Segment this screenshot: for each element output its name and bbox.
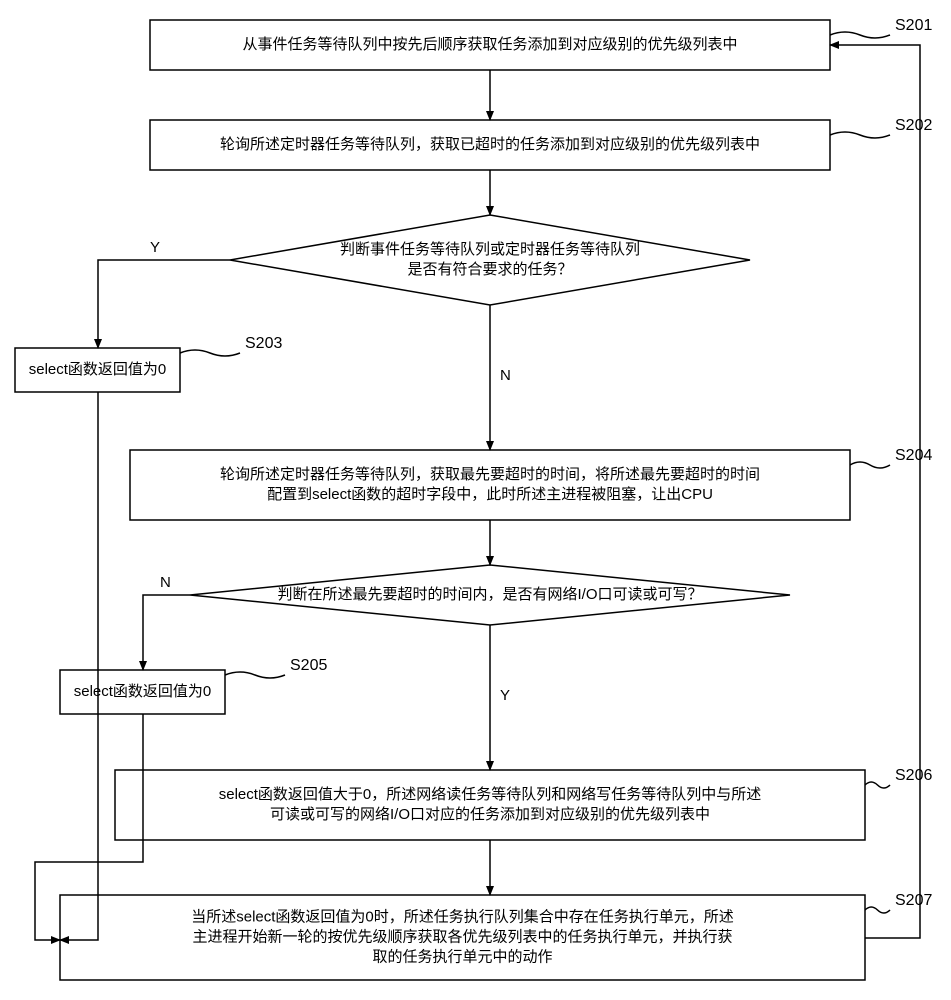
label-connector-s202	[830, 132, 890, 138]
branch-label-d2_n: N	[160, 574, 171, 591]
step-text-s204-1: 配置到select函数的超时字段中，此时所述主进程被阻塞，让出CPU	[267, 485, 713, 503]
step-label-s203: S203	[245, 335, 282, 352]
step-text-s207-1: 主进程开始新一轮的按优先级顺序获取各优先级列表中的任务执行单元，并执行获	[192, 928, 732, 945]
label-connector-s205	[225, 672, 285, 678]
step-label-s205: S205	[290, 657, 327, 674]
branch-label-d1_y: Y	[150, 239, 160, 256]
label-connector-s201	[830, 32, 890, 38]
arrow-a7_s203	[60, 392, 98, 940]
step-label-s201: S201	[895, 17, 932, 34]
step-text-s207-0: 当所述select函数返回值为0时，所述任务执行队列集合中存在任务执行单元，所述	[191, 908, 734, 925]
step-text-s201-0: 从事件任务等待队列中按先后顺序获取任务添加到对应级别的优先级列表中	[242, 35, 737, 53]
arrow-a5_n	[143, 595, 190, 670]
arrow-a3_y	[98, 260, 230, 348]
label-connector-s204	[850, 462, 890, 468]
step-label-s202: S202	[895, 117, 932, 134]
label-connector-s203	[180, 350, 240, 356]
branch-label-d2_y: Y	[500, 687, 510, 704]
step-text-s203-0: select函数返回值为0	[29, 361, 167, 378]
step-label-s207: S207	[895, 892, 932, 909]
step-text-d2-0: 判断在所述最先要超时的时间内，是否有网络I/O口可读或可写？	[277, 586, 702, 603]
step-text-s206-1: 可读或可写的网络I/O口对应的任务添加到对应级别的优先级列表中	[270, 805, 710, 823]
step-label-s206: S206	[895, 767, 932, 784]
step-text-s204-0: 轮询所述定时器任务等待队列，获取最先要超时的时间，将所述最先要超时的时间	[220, 465, 760, 483]
step-text-s205-0: select函数返回值为0	[74, 683, 212, 700]
step-text-s202-0: 轮询所述定时器任务等待队列，获取已超时的任务添加到对应级别的优先级列表中	[220, 135, 760, 153]
label-connector-s207	[865, 907, 890, 913]
flowchart-svg: 从事件任务等待队列中按先后顺序获取任务添加到对应级别的优先级列表中轮询所述定时器…	[0, 0, 951, 1000]
step-text-s207-2: 取的任务执行单元中的动作	[372, 948, 552, 965]
branch-label-d1_n: N	[500, 367, 511, 384]
step-text-s206-0: select函数返回值大于0，所述网络读任务等待队列和网络写任务等待队列中与所述	[219, 785, 762, 803]
step-label-s204: S204	[895, 447, 932, 464]
step-text-d1-1: 是否有符合要求的任务？	[407, 261, 572, 278]
label-connector-s206	[865, 782, 890, 788]
step-text-d1-0: 判断事件任务等待队列或定时器任务等待队列	[340, 240, 640, 258]
